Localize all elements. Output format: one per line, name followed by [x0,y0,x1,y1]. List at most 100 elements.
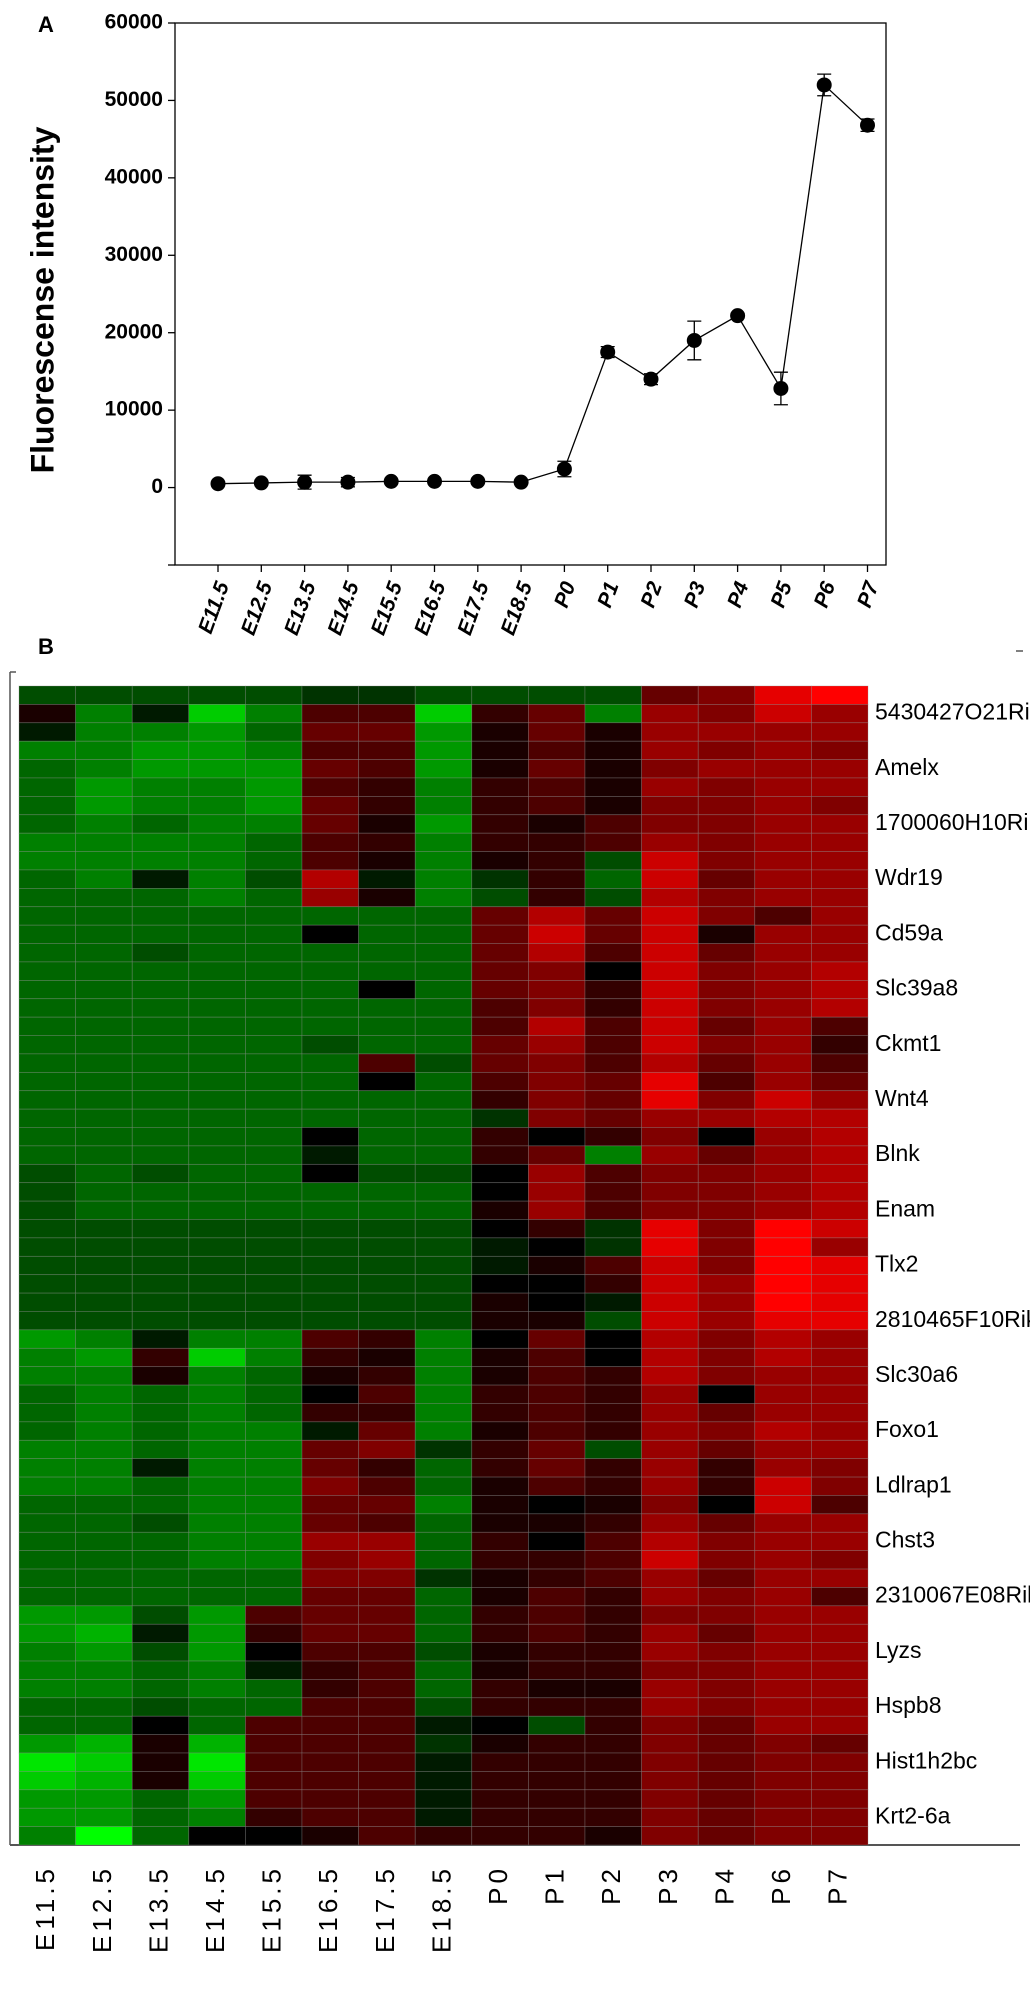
heatmap-cell [131,1237,190,1257]
heatmap-cell [528,1623,586,1643]
heatmap-cell [414,906,473,926]
heatmap-cell [754,1182,812,1202]
heatmap-cell [811,1513,869,1533]
heatmap-cell [754,1715,812,1735]
heatmap-cell [245,851,303,871]
heatmap-cell [131,1789,190,1809]
heatmap-cell [754,1587,812,1607]
heatmap-cell [528,1200,586,1220]
heatmap-cell [811,979,869,1000]
heatmap-cell [471,1550,529,1570]
heatmap-cell [754,1697,812,1717]
heatmap-cell [188,1550,246,1570]
heatmap-cell [188,1274,246,1294]
heatmap-cell [75,777,133,797]
row-label: Krt2-6a [875,1802,951,1828]
heatmap-cell [641,814,699,834]
heatmap-cell [641,1347,699,1368]
heatmap-cell [471,832,529,852]
heatmap-cell [697,777,756,797]
heatmap-cell [75,1274,133,1294]
heatmap-cell [811,1182,869,1202]
heatmap-cell [131,796,190,816]
heatmap-cell [414,1439,473,1460]
heatmap-cell [301,1771,359,1791]
heatmap-cell [641,1016,699,1036]
heatmap-cell [414,1531,473,1552]
heatmap-cell [697,722,756,742]
heatmap-cell [245,1311,303,1331]
heatmap-cell [584,979,642,1000]
heatmap-cell [301,685,359,705]
heatmap-cell [131,1623,190,1643]
heatmap-cell [471,1311,529,1331]
heatmap-cell [697,1403,756,1423]
heatmap-cell [131,961,190,981]
heatmap-cell [18,814,76,834]
heatmap-cell [528,1587,586,1607]
column-label: E13.5 [143,1865,173,1953]
y-tick-label: 40000 [105,165,163,188]
row-label: Hist1h2bc [875,1747,977,1773]
heatmap-cell [414,1495,473,1515]
heatmap-cell [471,1660,529,1680]
heatmap-cell [471,1513,529,1533]
heatmap-cell [188,1605,246,1625]
heatmap-cell [754,814,812,834]
heatmap-cell [811,685,869,705]
heatmap-cell [584,1623,642,1643]
x-tick-label: P7 [853,578,884,611]
heatmap-cell [754,979,812,1000]
heatmap-cell [75,1145,133,1165]
heatmap-cell [358,1016,416,1036]
heatmap-cell [584,1476,642,1496]
heatmap-cell [301,1476,359,1496]
heatmap-cell [18,1071,76,1092]
heatmap-cell [811,961,869,981]
heatmap-cell [811,722,869,742]
heatmap-cell [358,1715,416,1735]
heatmap-cell [358,888,416,908]
heatmap-cell [358,1807,416,1827]
heatmap-cell [301,924,359,944]
panel-label: A [38,12,54,37]
heatmap-cell [245,998,303,1018]
heatmap-cell [188,1826,246,1846]
heatmap-cell [471,1439,529,1460]
heatmap-cell [75,1531,133,1552]
data-point [427,473,442,489]
heatmap-cell [471,888,529,908]
heatmap-cell [754,924,812,944]
heatmap-cell [131,1016,190,1036]
heatmap-cell [131,888,190,908]
heatmap-cell [641,1660,699,1680]
data-point [340,474,356,490]
heatmap-cell [471,1623,529,1643]
heatmap-cell [301,998,359,1018]
heatmap-cell [414,1200,473,1220]
heatmap-cell [584,1182,642,1202]
heatmap-cell [754,1807,812,1827]
heatmap-cell [358,1531,416,1552]
heatmap-cell [245,1255,303,1276]
column-label: E17.5 [370,1865,400,1953]
heatmap-cell [641,777,699,797]
heatmap-cell [75,1219,133,1239]
heatmap-cell [358,685,416,705]
heatmap-cell [245,1807,303,1827]
heatmap-cell [528,888,586,908]
data-point [470,473,486,489]
heatmap-cell [75,1127,133,1147]
heatmap-cell [471,1642,529,1662]
heatmap-cell [75,1439,133,1460]
heatmap-cell [754,777,812,797]
heatmap-cell [75,1016,133,1036]
heatmap-cell [584,1587,642,1607]
heatmap-cell [188,1531,246,1552]
heatmap-cell [697,1715,756,1735]
heatmap-cell [471,924,529,944]
heatmap-cell [358,1789,416,1809]
heatmap-cell [697,943,756,963]
heatmap-cell [245,1642,303,1662]
